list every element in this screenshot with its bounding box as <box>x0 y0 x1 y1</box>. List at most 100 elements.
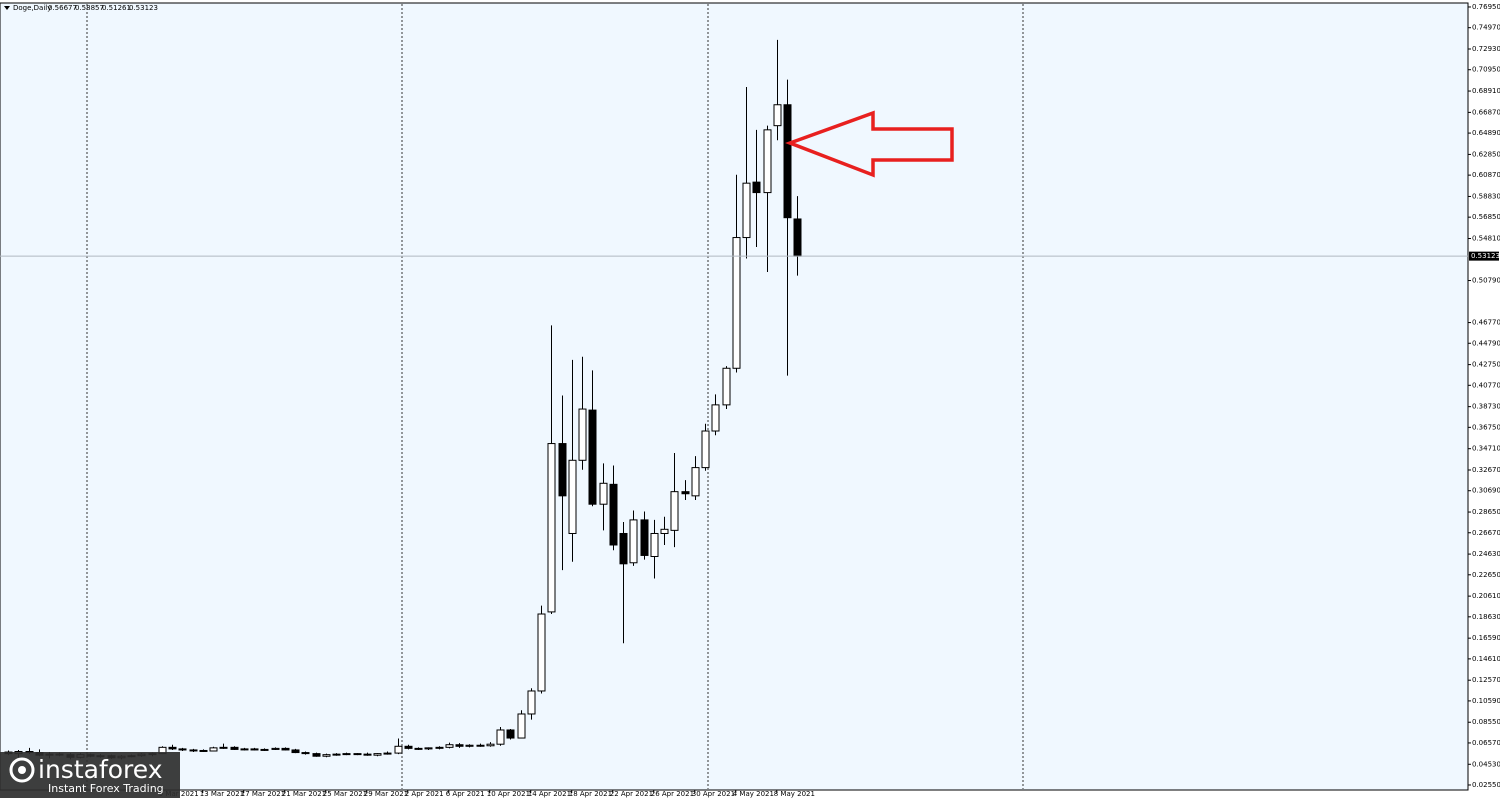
candle-body <box>670 491 679 531</box>
x-tick-label: 29 Mar 2021 <box>364 790 408 798</box>
candle-body <box>373 753 382 756</box>
y-tick-label: 0.46770 <box>1472 319 1500 327</box>
candle-body <box>404 745 413 749</box>
y-tick-label: 0.08550 <box>1472 718 1500 726</box>
x-tick-label: 21 Mar 2021 <box>282 790 326 798</box>
candle-body <box>722 367 731 406</box>
candle-body <box>752 181 761 194</box>
candle-body <box>701 430 710 469</box>
candle-body <box>199 749 208 752</box>
y-tick-label: 0.38730 <box>1472 403 1500 411</box>
y-tick-label: 0.06570 <box>1472 739 1500 747</box>
y-tick-label: 0.54810 <box>1472 234 1500 242</box>
y-tick-label: 0.72930 <box>1472 45 1500 53</box>
y-tick-label: 0.16590 <box>1472 634 1500 642</box>
header-close: 0.53123 <box>129 4 158 12</box>
candle-body <box>301 752 310 755</box>
candle-body <box>394 745 403 754</box>
candle-body <box>681 491 690 495</box>
candle-body <box>793 218 802 257</box>
annotation-arrow <box>784 110 954 178</box>
header-high: 0.58857 <box>75 4 104 12</box>
candle-body <box>527 690 536 715</box>
candle-body <box>219 746 228 749</box>
candle-body <box>332 753 341 756</box>
y-tick-label: 0.10590 <box>1472 697 1500 705</box>
x-tick-label: 26 Apr 2021 <box>651 790 694 798</box>
candle-body <box>619 532 628 565</box>
candle-body <box>773 104 782 127</box>
candle-body <box>486 743 495 747</box>
candle-body <box>291 749 300 754</box>
candle-body <box>240 748 249 751</box>
x-tick-label: 25 Mar 2021 <box>323 790 367 798</box>
x-tick-label: 4 May 2021 <box>733 790 774 798</box>
y-tick-label: 0.76950 <box>1472 3 1500 11</box>
watermark-icon <box>9 757 35 783</box>
candle-body <box>476 744 485 747</box>
candle-body <box>650 532 659 557</box>
x-tick-label: 14 Apr 2021 <box>528 790 571 798</box>
candle-body <box>547 443 556 613</box>
candle-body <box>537 613 546 692</box>
candle-body <box>189 749 198 752</box>
candle-body <box>609 483 618 546</box>
candle-body <box>363 753 372 756</box>
candle-body <box>455 744 464 747</box>
candle-body <box>271 747 280 750</box>
y-tick-label: 0.26670 <box>1472 529 1500 537</box>
candle-body <box>742 182 751 239</box>
y-tick-label: 0.60870 <box>1472 171 1500 179</box>
header-low: 0.51261 <box>102 4 131 12</box>
y-tick-label: 0.28650 <box>1472 508 1500 516</box>
watermark-tagline: Instant Forex Trading <box>48 782 164 795</box>
candle-body <box>168 746 177 750</box>
y-tick-label: 0.40770 <box>1472 381 1500 389</box>
x-tick-label: 17 Mar 2021 <box>241 790 285 798</box>
candle-body <box>209 747 218 752</box>
candle-body <box>558 443 567 497</box>
header-open: 0.56677 <box>48 4 77 12</box>
y-tick-label: 0.20610 <box>1472 592 1500 600</box>
x-tick-label: 8 May 2021 <box>774 790 815 798</box>
candle-body <box>578 408 587 461</box>
candle-body <box>588 409 597 505</box>
candles <box>4 39 802 760</box>
y-tick-label: 0.56850 <box>1472 213 1500 221</box>
x-tick-label: 13 Mar 2021 <box>200 790 244 798</box>
candle-body <box>281 747 290 751</box>
watermark-box <box>0 752 180 798</box>
y-tick-label: 0.14610 <box>1472 655 1500 663</box>
y-tick-label: 0.70950 <box>1472 66 1500 74</box>
candle-body <box>312 753 321 757</box>
candle-body <box>414 747 423 750</box>
y-tick-label: 0.58830 <box>1472 192 1500 200</box>
candle-body <box>424 747 433 750</box>
candle-body <box>496 729 505 745</box>
y-tick-label: 0.04530 <box>1472 760 1500 768</box>
candle-body <box>599 482 608 505</box>
candle-body <box>506 729 515 739</box>
candle-body <box>383 752 392 755</box>
y-tick-label: 0.24630 <box>1472 550 1500 558</box>
watermark-brand: instaforex <box>38 755 163 784</box>
x-tick-label: 30 Apr 2021 <box>692 790 735 798</box>
candle-body <box>250 748 259 751</box>
y-tick-label: 0.64890 <box>1472 129 1500 137</box>
candle-body <box>629 519 638 564</box>
candle-body <box>691 467 700 497</box>
y-tick-label: 0.30690 <box>1472 487 1500 495</box>
y-tick-label: 0.32670 <box>1472 466 1500 474</box>
y-tick-label: 0.02550 <box>1472 781 1500 789</box>
y-tick-label: 0.42750 <box>1472 361 1500 369</box>
y-tick-label: 0.68910 <box>1472 87 1500 95</box>
candle-body <box>353 753 362 756</box>
y-tick-label: 0.18630 <box>1472 613 1500 621</box>
x-tick-label: 2 Apr 2021 <box>405 790 444 798</box>
y-tick-label: 0.22650 <box>1472 571 1500 579</box>
plot-area <box>0 2 1469 791</box>
y-tick-label: 0.62850 <box>1472 150 1500 158</box>
candle-body <box>342 753 351 756</box>
